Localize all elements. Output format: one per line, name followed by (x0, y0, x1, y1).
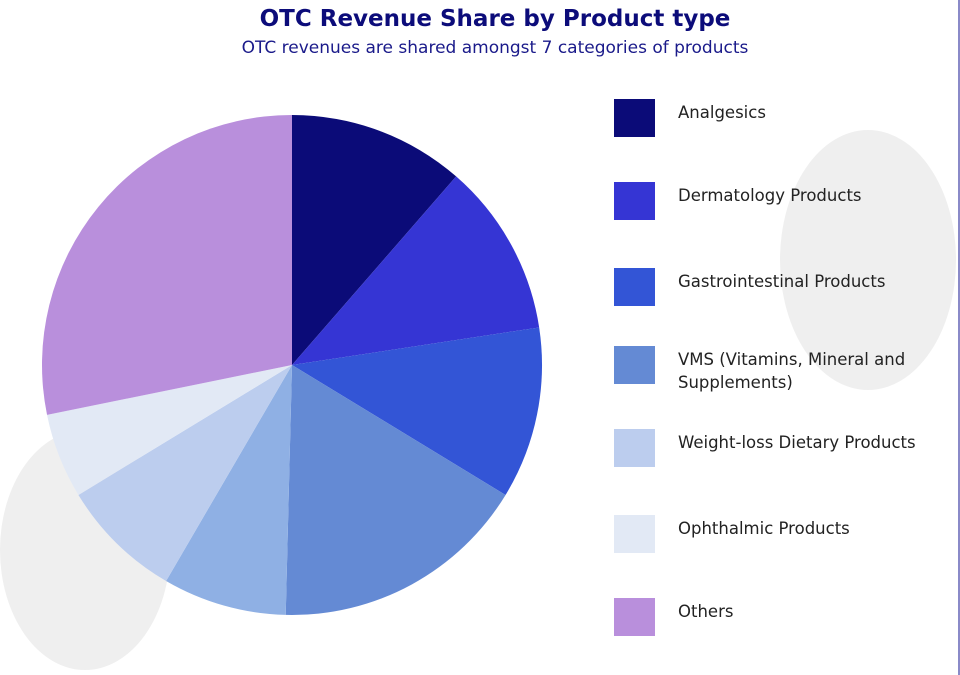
legend-swatch (614, 515, 655, 553)
legend-swatch (614, 99, 655, 137)
chart-title: OTC Revenue Share by Product type (259, 6, 731, 32)
legend-swatch (614, 346, 655, 384)
pie-slice-vms-vitamins-mineral-and-supplements (285, 365, 506, 615)
legend-swatch (614, 429, 655, 467)
legend-label: Gastrointestinal Products (678, 272, 886, 291)
legend-swatch (614, 182, 655, 220)
pie-slice-weight-loss-dietary-products (78, 365, 293, 581)
right-border (958, 0, 960, 675)
pie-slice-ophthalmic-products (47, 365, 292, 495)
watermark (780, 130, 956, 390)
pie-slice-dermatology-products (292, 176, 540, 365)
pie-slice-others (41, 115, 292, 415)
legend-swatch (614, 268, 655, 306)
legend-swatch (614, 598, 655, 636)
pie-slice-gastrointestinal-products (292, 327, 542, 495)
legend-label: Others (678, 602, 734, 621)
legend-label: Dermatology Products (678, 186, 862, 205)
legend-label: Ophthalmic Products (678, 519, 850, 538)
legend-label: Analgesics (678, 103, 766, 122)
legend-label: Weight-loss Dietary Products (678, 433, 916, 452)
chart-subtitle: OTC revenues are shared amongst 7 catego… (241, 38, 749, 58)
pie-slice-unlabeled (166, 365, 292, 615)
legend-label: VMS (Vitamins, Mineral and Supplements) (678, 350, 906, 392)
pie-slice-analgesics (292, 115, 457, 365)
pie-chart (41, 115, 542, 615)
